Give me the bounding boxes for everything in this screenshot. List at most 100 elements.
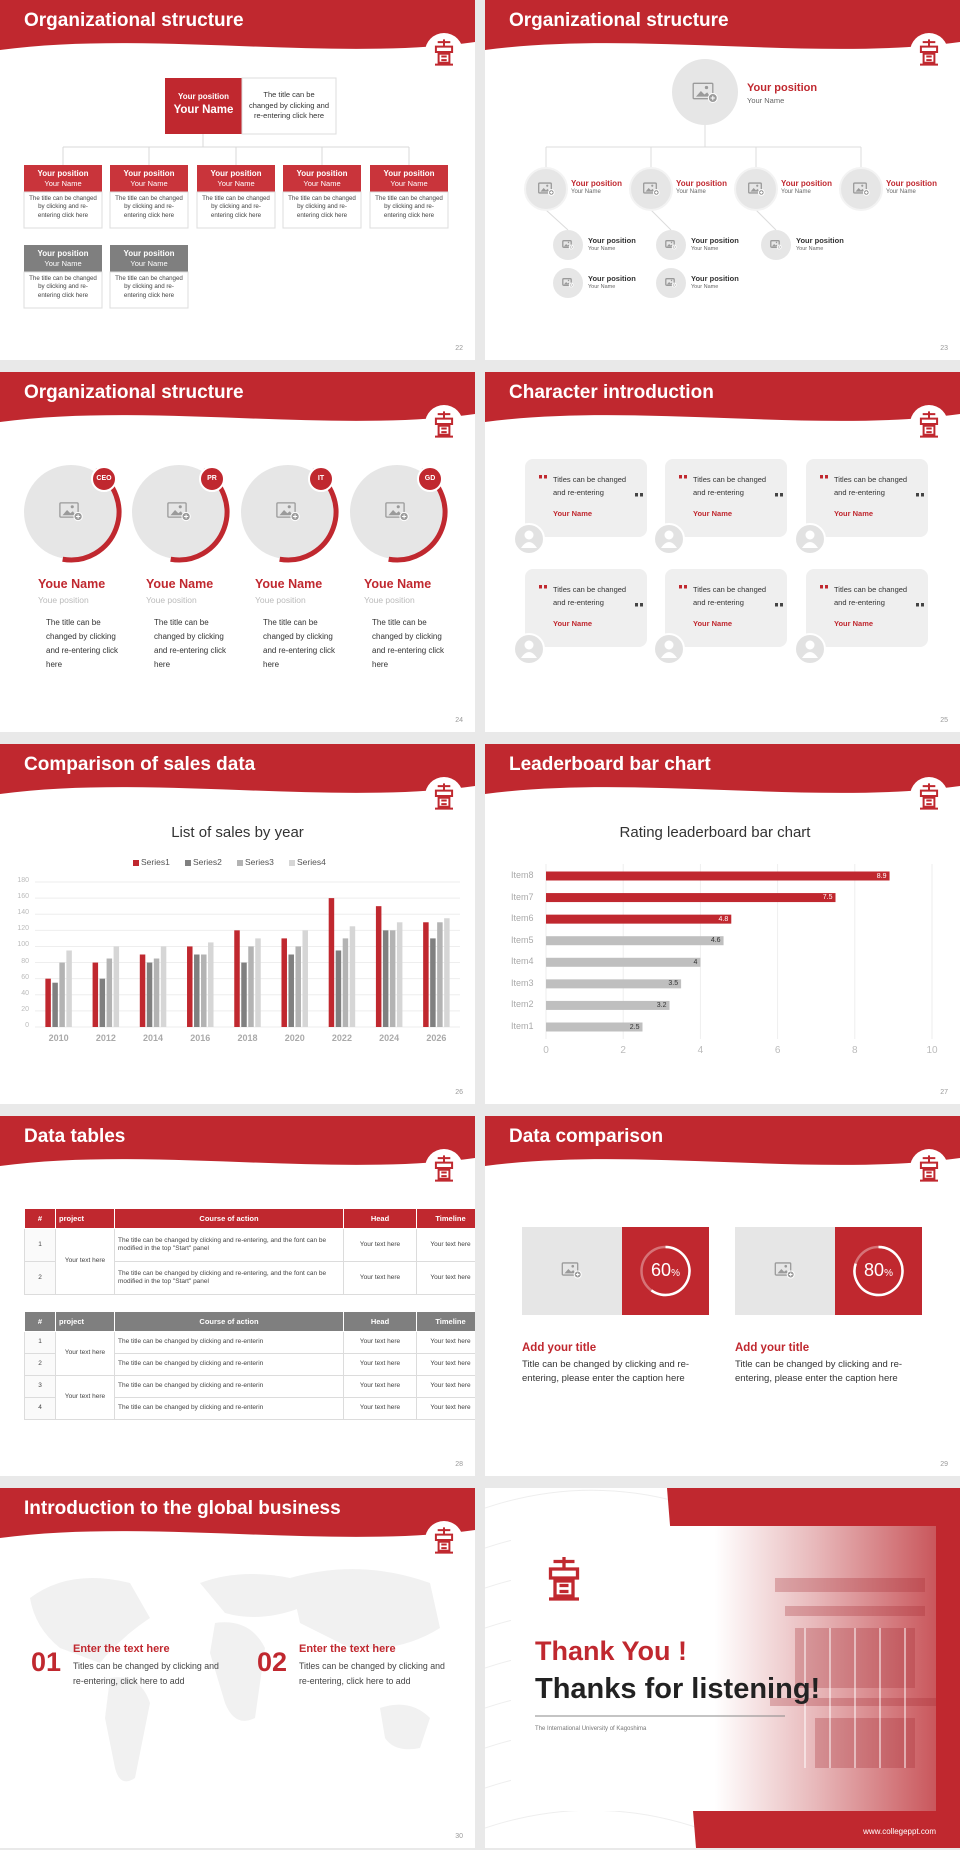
image-icon-plus-sign xyxy=(570,246,573,248)
table-cell: The title can be changed by clicking and… xyxy=(114,1228,344,1262)
page-number: 30 xyxy=(455,1833,463,1840)
bar xyxy=(295,946,301,1027)
tag-badge xyxy=(308,466,334,492)
avatar-body xyxy=(802,542,818,548)
slide-graphics xyxy=(0,372,475,563)
slide: Data tables 28 # project Course of action Hea… xyxy=(0,1116,475,1476)
member-position: Youe position xyxy=(146,595,197,605)
member-name: Your Name xyxy=(691,246,719,252)
image-icon-sun xyxy=(546,184,549,187)
connector xyxy=(755,209,777,231)
bar xyxy=(375,906,382,1027)
value-label: 8.9 xyxy=(876,872,887,880)
slide-graphics xyxy=(0,0,475,309)
member-position: Youe position xyxy=(364,595,415,605)
bar xyxy=(546,957,701,967)
x-tick-label: 8 xyxy=(852,1045,858,1056)
member-photo xyxy=(350,465,444,559)
member-desc: The title can be changed by clicking and… xyxy=(46,618,119,669)
member-position: Your position xyxy=(676,179,727,188)
image-icon xyxy=(59,502,79,518)
page-number: 27 xyxy=(940,1089,948,1096)
image-icon-sun xyxy=(784,1264,788,1268)
image-icon-plus-sign xyxy=(673,246,676,248)
bar xyxy=(201,954,207,1027)
bar xyxy=(248,946,254,1027)
table-row: 1 Your text here The title can be changed … xyxy=(24,1331,475,1376)
table-cell: Your text here xyxy=(55,1331,115,1376)
close-quote xyxy=(775,493,783,497)
tag-badge xyxy=(199,466,225,492)
slide: Organizational structure 22 Your position Y… xyxy=(0,0,475,360)
bar xyxy=(546,871,890,881)
table-cell: Your text here xyxy=(416,1397,475,1420)
member-desc-box xyxy=(282,191,362,229)
header-band xyxy=(485,744,960,794)
x-tick-label: 10 xyxy=(926,1045,938,1056)
page-number: 22 xyxy=(455,345,463,352)
image-icon xyxy=(748,182,762,194)
x-tick-label: 2024 xyxy=(379,1033,400,1043)
member-position: Your position xyxy=(796,236,844,245)
table-row: 4 The title can be changed by clicking an… xyxy=(24,1397,475,1420)
image-icon xyxy=(665,278,675,286)
table: # project Course of action Head Timeline 1 You… xyxy=(24,1208,475,1295)
table-cell: 2 xyxy=(24,1353,56,1376)
bar xyxy=(546,936,724,946)
close-quote xyxy=(775,603,783,607)
slide-title: Data tables xyxy=(24,1126,126,1147)
map-shape xyxy=(200,1574,300,1617)
value-label: 3.5 xyxy=(668,980,679,988)
member-name: Your Name xyxy=(691,284,719,290)
open-quote xyxy=(539,585,547,589)
x-tick-label: 2026 xyxy=(426,1033,447,1043)
table-cell: The title can be changed by clicking and… xyxy=(114,1261,344,1295)
page-number: 29 xyxy=(940,1461,948,1468)
table-header-cell: Head xyxy=(343,1208,417,1229)
logo xyxy=(426,34,462,70)
value-label: 4.8 xyxy=(718,915,729,923)
item-title: Add your title xyxy=(522,1342,597,1354)
open-quote xyxy=(539,475,547,479)
logo xyxy=(426,406,462,442)
ring-label: 80% xyxy=(835,1260,922,1281)
bar xyxy=(234,930,240,1027)
bar xyxy=(349,926,356,1027)
legend-label: Series2 xyxy=(193,857,222,867)
table-header-cell: Timeline xyxy=(416,1208,475,1229)
page-number: 24 xyxy=(455,717,463,724)
image-icon xyxy=(665,240,675,248)
photo-box xyxy=(735,1227,835,1315)
data-table: # project Course of action Head Timeline 1 You… xyxy=(24,1311,475,1420)
tag-text: GD xyxy=(424,475,436,482)
header-band xyxy=(0,0,475,50)
image-icon-sun xyxy=(704,85,709,90)
ring-value xyxy=(650,1245,691,1297)
head-position: Your position xyxy=(178,92,229,101)
slide-title: Character introduction xyxy=(509,382,714,403)
y-tick-label: Item2 xyxy=(511,999,534,1010)
bar xyxy=(382,930,389,1027)
member-name: Youe Name xyxy=(38,577,106,591)
y-tick-label: 160 xyxy=(17,893,29,901)
avatar-body xyxy=(521,542,537,548)
bar xyxy=(208,942,214,1027)
card-name: Your Name xyxy=(693,509,733,518)
legend-swatch xyxy=(237,860,243,866)
table-cell: 3 xyxy=(24,1375,56,1398)
image-icon-sun xyxy=(861,184,864,187)
avatar-head xyxy=(805,640,815,650)
image-icon xyxy=(276,502,296,518)
avatar-head xyxy=(524,530,534,540)
bar xyxy=(194,954,200,1027)
y-tick-label: 20 xyxy=(21,1005,29,1013)
value-box xyxy=(835,1227,922,1315)
map-shape xyxy=(210,1622,265,1721)
image-icon-mountain xyxy=(564,244,570,247)
member-name: Your Name xyxy=(130,259,168,268)
bar xyxy=(281,938,287,1027)
tag-text: IT xyxy=(317,475,325,482)
card-text: Titles can be changed and re-entering xyxy=(834,475,908,497)
open-quote xyxy=(820,585,828,589)
image-icon xyxy=(538,182,552,194)
